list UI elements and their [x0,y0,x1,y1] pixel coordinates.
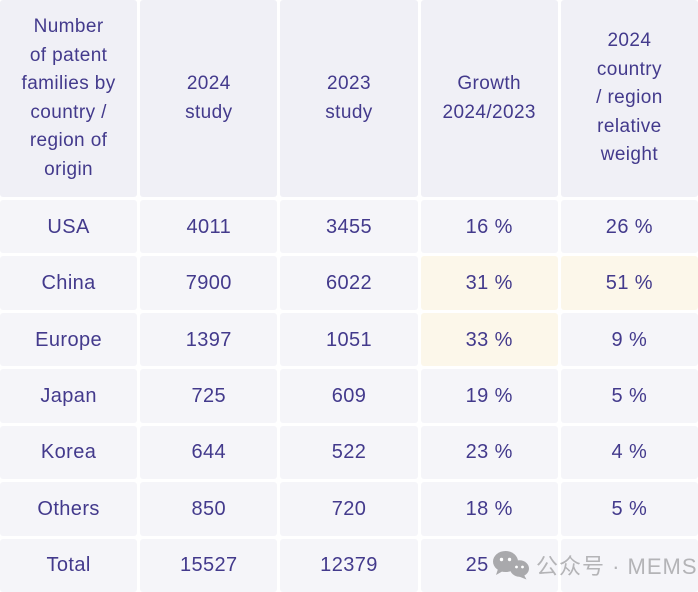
row-china-weight: 51 % [560,256,698,310]
row-europe-growth: 33 % [420,312,558,367]
row-japan-2023-study: 609 [280,369,418,423]
row-total-weight [560,538,698,592]
row-japan-growth: 19 % [420,369,558,423]
row-china-label: China [0,256,138,310]
row-others-2024-study: 850 [140,482,278,536]
row-korea-label: Korea [0,425,138,480]
header-cell-growth: Growth 2024/2023 [420,0,558,197]
header-cell-origin: Number of patent families by country / r… [0,0,138,197]
row-korea-weight: 4 % [560,425,698,480]
row-europe-2024-study: 1397 [140,312,278,367]
row-usa-weight: 26 % [560,200,698,254]
row-others-weight: 5 % [560,482,698,536]
row-others-growth: 18 % [420,482,558,536]
row-korea-growth: 23 % [420,425,558,480]
row-japan-weight: 5 % [560,369,698,423]
row-total-2024-study: 15527 [140,538,278,592]
row-korea-2024-study: 644 [140,425,278,480]
row-korea-2023-study: 522 [280,425,418,480]
header-cell-2023-study: 2023 study [280,0,418,197]
row-europe-2023-study: 1051 [280,312,418,367]
header-cell-relative-weight: 2024 country / region relative weight [560,0,698,197]
row-china-growth: 31 % [420,256,558,310]
row-others-2023-study: 720 [280,482,418,536]
row-europe-label: Europe [0,312,138,367]
row-others-label: Others [0,482,138,536]
row-total-2023-study: 12379 [280,538,418,592]
row-usa-2024-study: 4011 [140,200,278,254]
row-china-2024-study: 7900 [140,256,278,310]
row-china-2023-study: 6022 [280,256,418,310]
row-total-label: Total [0,538,138,592]
row-japan-2024-study: 725 [140,369,278,423]
header-cell-2024-study: 2024 study [140,0,278,197]
row-total-growth: 25 % [420,538,558,592]
row-usa-label: USA [0,200,138,254]
row-europe-weight: 9 % [560,312,698,367]
row-japan-label: Japan [0,369,138,423]
row-usa-2023-study: 3455 [280,200,418,254]
row-usa-growth: 16 % [420,200,558,254]
